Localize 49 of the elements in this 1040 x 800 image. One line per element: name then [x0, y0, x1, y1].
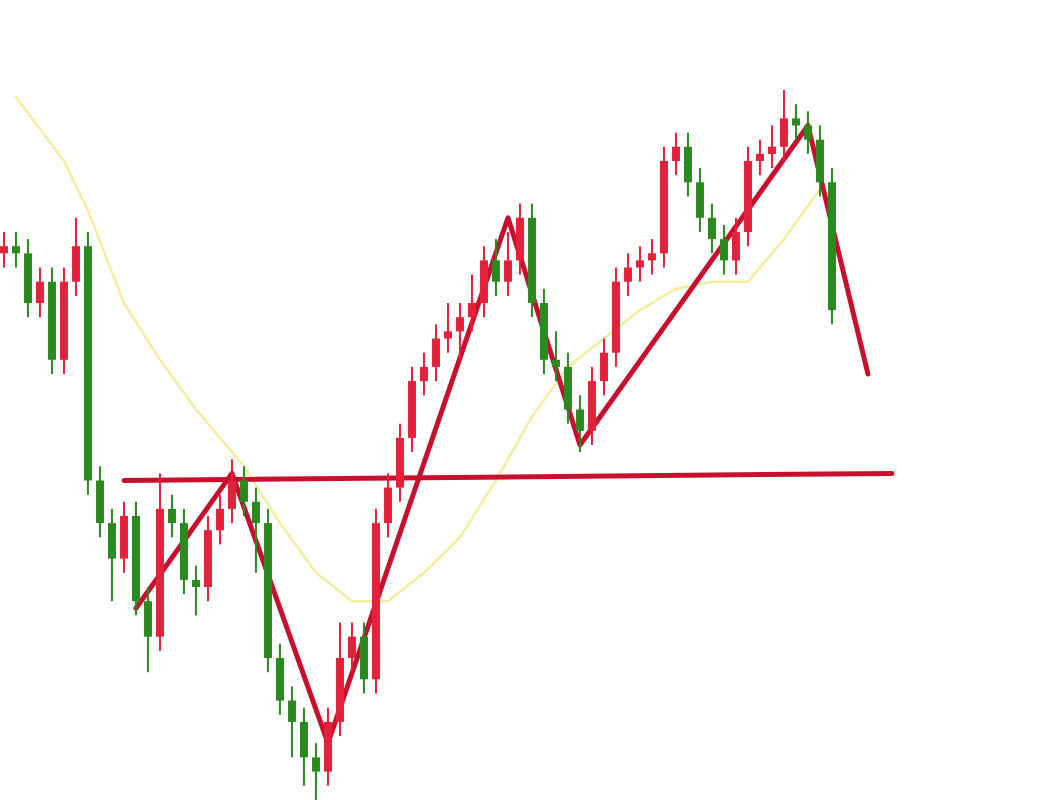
candlestick	[623, 252, 632, 297]
candlestick	[575, 394, 584, 454]
candlestick	[239, 465, 248, 517]
candlestick	[95, 465, 104, 539]
candlestick	[311, 742, 320, 800]
candlestick	[695, 167, 704, 233]
candlestick	[71, 216, 80, 297]
candlestick	[815, 124, 824, 198]
candlestick	[251, 486, 260, 574]
candlestick	[0, 231, 8, 269]
candlestick	[719, 223, 728, 276]
candlestick	[479, 245, 488, 319]
candlestick	[383, 472, 392, 539]
candlestick	[455, 302, 464, 361]
candlestick	[491, 238, 500, 297]
candlestick	[35, 266, 44, 319]
candlestick	[275, 642, 284, 716]
candlestick	[443, 302, 452, 354]
candlestick	[515, 202, 524, 276]
candlestick	[11, 231, 20, 269]
candlestick	[731, 216, 740, 276]
candlestick	[347, 621, 356, 674]
candlestick	[791, 103, 800, 141]
candlestick	[467, 273, 476, 333]
candlestick	[671, 131, 680, 177]
candlestick	[143, 586, 152, 674]
candlestick	[755, 138, 764, 177]
candlestick	[419, 351, 428, 397]
candlestick	[167, 493, 176, 539]
candlestick	[431, 323, 440, 383]
candlestick	[707, 202, 716, 255]
candlestick	[803, 110, 812, 155]
candlestick	[599, 337, 608, 397]
candlestick	[503, 231, 512, 297]
candlestick	[227, 458, 236, 525]
candlestick	[107, 507, 116, 603]
candlestick	[119, 500, 128, 574]
candlestick	[191, 564, 200, 617]
candlestick	[215, 493, 224, 546]
candlestick	[287, 685, 296, 759]
candlestick	[647, 238, 656, 276]
candlestick	[563, 351, 572, 425]
candlestick	[779, 89, 788, 162]
candlestick	[551, 330, 560, 383]
candlestick	[767, 124, 776, 170]
candlestick	[683, 131, 692, 198]
candlestick	[635, 245, 644, 283]
candlestick	[299, 706, 308, 787]
candlestick	[359, 621, 368, 695]
